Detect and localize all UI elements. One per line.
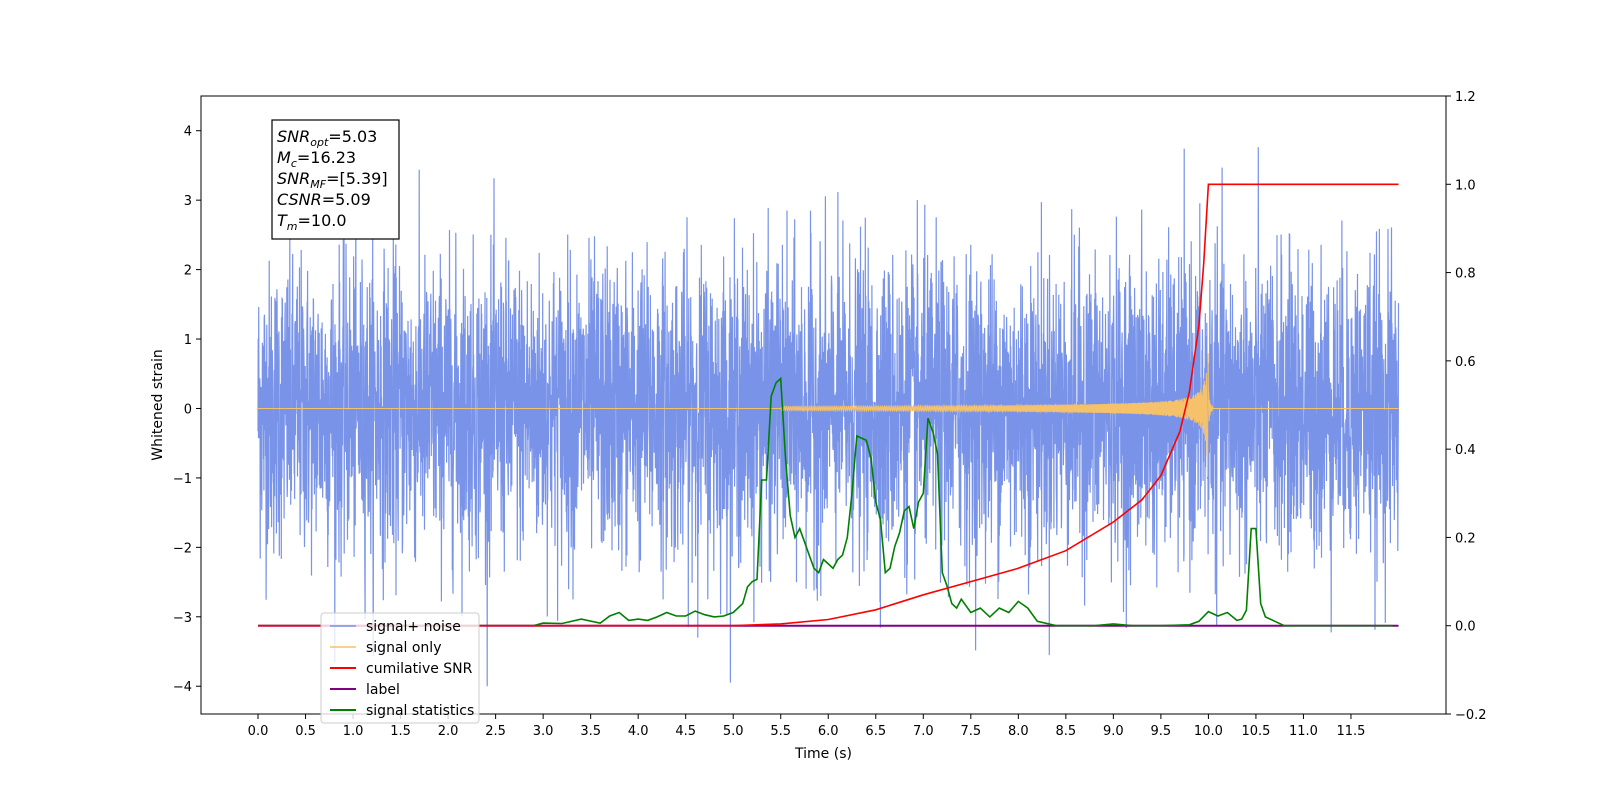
y-axis-left-label: Whitened strain	[150, 349, 166, 460]
y-right-tick-label: 0.4	[1455, 443, 1476, 458]
x-tick-label: 6.5	[865, 724, 886, 739]
legend-entry: signal only	[366, 640, 441, 656]
x-tick-label: 7.5	[960, 724, 981, 739]
legend-entry: label	[366, 682, 400, 698]
y-left-tick-label: 0	[184, 402, 192, 417]
y-right-tick-label: 0.6	[1455, 355, 1476, 370]
legend-entry: cumilative SNR	[366, 661, 473, 677]
info-box: SNRopt=5.03Mc=16.23SNRMF=[5.39]CSNR=5.09…	[271, 119, 400, 240]
legend-entry: signal statistics	[366, 703, 474, 719]
plot-frame	[200, 95, 1447, 715]
y-left-tick-label: 4	[184, 125, 192, 140]
x-tick-label: 8.0	[1008, 724, 1029, 739]
y-left-tick-label: −3	[173, 611, 192, 626]
legend-entry: signal+ noise	[366, 619, 461, 635]
x-tick-label: 9.0	[1103, 724, 1124, 739]
cumulative-snr-line	[258, 183, 1399, 627]
x-tick-label: 10.0	[1194, 724, 1223, 739]
series-signal-only	[258, 353, 1399, 477]
y-left-tick-label: −4	[173, 680, 192, 695]
x-axis-label: Time (s)	[794, 746, 852, 762]
y-left-tick-label: −1	[173, 472, 192, 487]
x-tick-label: 8.5	[1056, 724, 1077, 739]
signal-only-line	[258, 353, 1399, 477]
info-box-line: SNRMF=[5.39]	[277, 169, 388, 191]
x-axis-ticks: 0.0 0.5 1.0 1.5 2.0 2.5 3.0 3.5 4.0 4.5 5.0 5.5 6.0 6…	[248, 714, 1365, 739]
legend-frame	[320, 612, 480, 724]
series-signal-plus-noise	[257, 147, 1400, 687]
x-tick-label: 6.0	[818, 724, 839, 739]
signal-statistics-line	[258, 376, 1393, 627]
legend: signal+ noise signal only cumilative SNR la…	[320, 612, 480, 724]
y-axis-left-ticks: 4 3 2 1 0 −1 −2 −3 −4	[173, 125, 201, 695]
x-tick-label: 5.0	[723, 724, 744, 739]
y-right-tick-label: −0.2	[1455, 708, 1487, 723]
y-right-tick-label: 0.0	[1455, 620, 1476, 635]
x-tick-label: 1.5	[390, 724, 411, 739]
y-left-tick-label: 1	[184, 333, 192, 348]
x-tick-label: 10.5	[1241, 724, 1270, 739]
x-tick-label: 0.0	[248, 724, 269, 739]
x-tick-label: 5.5	[770, 724, 791, 739]
info-box-line: Mc=16.23	[277, 148, 356, 170]
y-right-tick-label: 1.0	[1455, 178, 1476, 193]
y-right-tick-label: 0.8	[1455, 267, 1476, 282]
y-left-tick-label: 2	[184, 264, 192, 279]
info-box-line: SNRopt=5.03	[277, 127, 377, 149]
y-right-tick-label: 1.2	[1455, 90, 1476, 105]
x-tick-label: 9.5	[1151, 724, 1172, 739]
x-tick-label: 1.0	[343, 724, 364, 739]
x-tick-label: 11.0	[1289, 724, 1318, 739]
x-tick-label: 4.0	[628, 724, 649, 739]
x-tick-label: 11.5	[1336, 724, 1365, 739]
y-left-tick-label: 3	[184, 194, 192, 209]
info-box-frame	[271, 119, 400, 240]
x-tick-label: 2.5	[485, 724, 506, 739]
info-box-line: Tm=10.0	[277, 211, 347, 233]
series-signal-statistics	[258, 376, 1393, 627]
x-tick-label: 7.0	[913, 724, 934, 739]
series-cumulative-snr	[258, 183, 1399, 627]
x-tick-label: 3.0	[533, 724, 554, 739]
x-tick-label: 3.5	[580, 724, 601, 739]
y-right-tick-label: 0.2	[1455, 531, 1476, 546]
signal-plus-noise-line	[257, 147, 1400, 687]
x-tick-label: 4.5	[675, 724, 696, 739]
info-box-line: CSNR=5.09	[277, 190, 371, 209]
x-tick-label: 0.5	[295, 724, 316, 739]
y-left-tick-label: −2	[173, 541, 192, 556]
x-tick-label: 2.0	[438, 724, 459, 739]
y-axis-right-ticks: 1.2 1.0 0.8 0.6 0.4 0.2 0.0 −0.2	[1446, 90, 1487, 723]
